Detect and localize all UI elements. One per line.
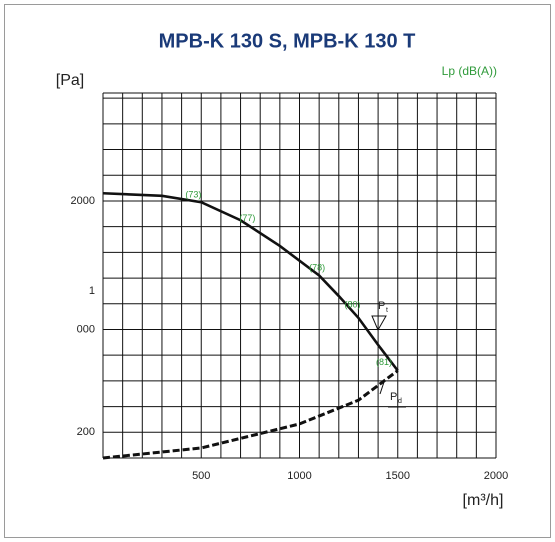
annotation-sub: d xyxy=(398,398,402,405)
x-tick-label: 500 xyxy=(192,470,210,482)
chart-title: MPB-K 130 S, MPB-K 130 T xyxy=(159,30,416,52)
noise-label: (73) xyxy=(185,189,201,199)
y-tick-label: 000 xyxy=(77,323,95,335)
annotation: P xyxy=(390,391,397,403)
y-tick-label: 1 xyxy=(89,285,95,297)
y-axis-label: [Pa] xyxy=(56,72,84,89)
annotation: P xyxy=(378,300,385,312)
curve xyxy=(102,369,399,460)
noise-label: (78) xyxy=(309,262,325,272)
y-tick-label: 2000 xyxy=(71,195,95,207)
x-axis-label: [m³/h] xyxy=(463,492,504,509)
annotation-sub: t xyxy=(386,307,388,314)
frame xyxy=(4,4,551,538)
noise-label: (77) xyxy=(239,213,255,223)
x-tick-label: 1000 xyxy=(287,470,311,482)
right-label: Lp (dB(A)) xyxy=(442,64,497,78)
noise-label: (80) xyxy=(345,300,361,310)
pd-pointer xyxy=(379,381,385,395)
y-tick-label: 200 xyxy=(77,426,95,438)
noise-label: (81) xyxy=(376,357,392,367)
x-tick-label: 2000 xyxy=(484,470,508,482)
curve xyxy=(102,191,399,372)
x-tick-label: 1500 xyxy=(386,470,410,482)
pt-symbol xyxy=(371,315,387,332)
